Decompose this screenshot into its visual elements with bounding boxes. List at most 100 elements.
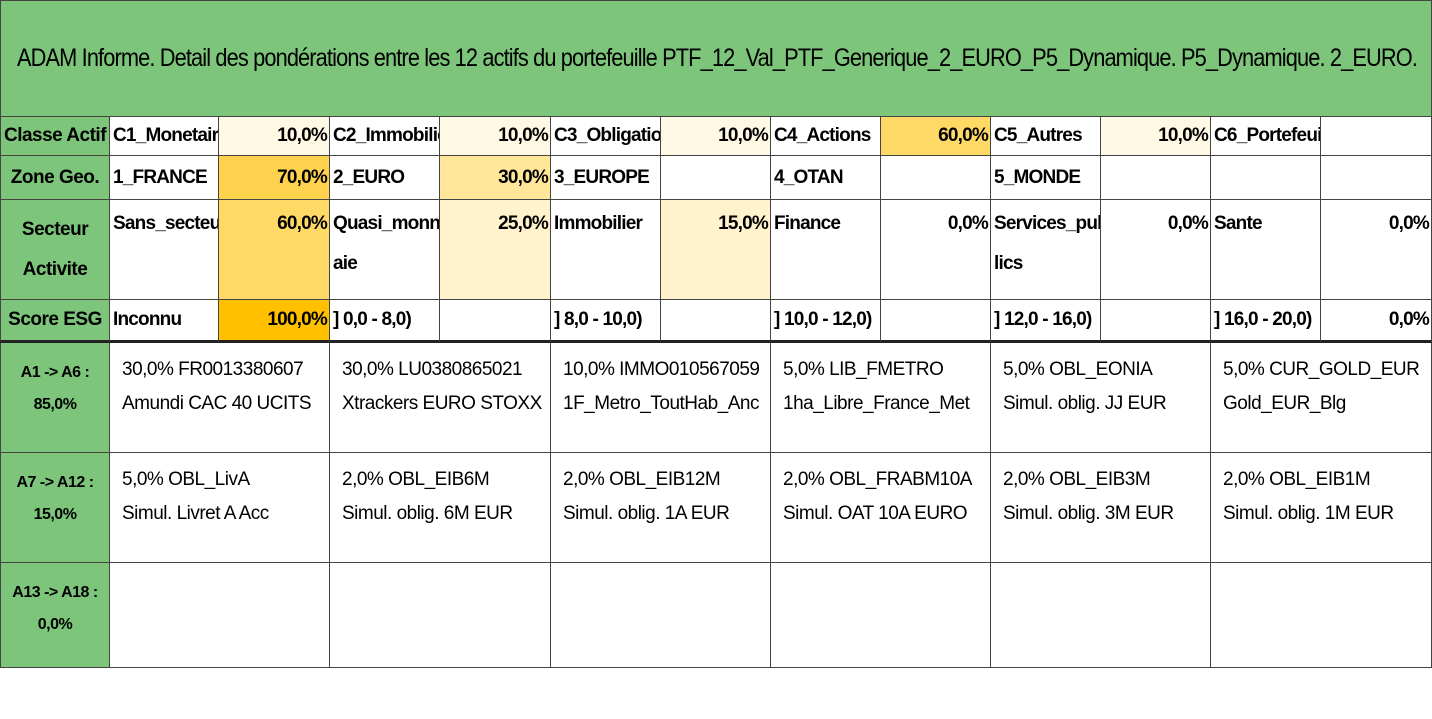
weight-value-text: 10,0% bbox=[277, 125, 328, 146]
row-header-label: Activite bbox=[22, 258, 88, 280]
asset-name: Gold_EUR_Blg bbox=[1223, 393, 1346, 414]
asset-name: Simul. oblig. 1M EUR bbox=[1223, 503, 1394, 524]
category-label-line: Finance bbox=[774, 213, 841, 234]
category-label: Inconnu bbox=[110, 300, 219, 343]
weight-value: 15,0% bbox=[661, 200, 771, 300]
weight-value-text: 0,0% bbox=[1167, 213, 1209, 234]
category-label-text: C1_Monetaire bbox=[113, 125, 219, 146]
table-row: Zone Geo. 1_FRANCE 70,0% 2_EURO 30,0% 3_EUROP… bbox=[0, 156, 1432, 200]
category-label-text: 5_MONDE bbox=[994, 166, 1081, 188]
report-title-text: ADAM Informe. Detail des pondérations en… bbox=[17, 44, 1418, 72]
weight-value-text: 15,0% bbox=[718, 213, 769, 234]
table-row: A1 -> A6 : 85,0% 30,0% FR0013380607 Amundi … bbox=[0, 343, 1432, 453]
weight-value: 0,0% bbox=[1101, 200, 1211, 300]
category-label-text: 1_FRANCE bbox=[113, 166, 208, 188]
table-row: Score ESG Inconnu 100,0%] 0,0 - 8,0)] 8,0 … bbox=[0, 300, 1432, 343]
weight-value-text: 60,0% bbox=[277, 213, 328, 234]
asset-weight-code: 30,0% LU0380865021 bbox=[342, 359, 523, 380]
category-label-text: C2_Immobilier bbox=[333, 125, 439, 146]
asset-group-header: A7 -> A12 : 15,0% bbox=[0, 453, 110, 563]
category-label: 1_FRANCE bbox=[110, 156, 219, 200]
asset-group-range: A13 -> A18 : bbox=[12, 584, 98, 601]
weight-value-text: 0,0% bbox=[1388, 309, 1430, 330]
weight-value: 60,0% bbox=[881, 117, 991, 156]
weight-value: 10,0% bbox=[440, 117, 551, 156]
asset-group-total: 0,0% bbox=[37, 616, 73, 633]
asset-group-range: A7 -> A12 : bbox=[16, 474, 94, 491]
category-label: C4_Actions bbox=[771, 117, 881, 156]
weight-value: 30,0% bbox=[440, 156, 551, 200]
weight-value-text: 100,0% bbox=[267, 309, 327, 330]
weight-value: 10,0% bbox=[661, 117, 771, 156]
weight-value: 60,0% bbox=[219, 200, 330, 300]
row-header-label: Secteur bbox=[21, 218, 89, 240]
category-label: C3_Obligations bbox=[551, 117, 661, 156]
asset-weight-code: 2,0% OBL_EIB1M bbox=[1223, 469, 1371, 490]
weight-value-text: 70,0% bbox=[277, 166, 328, 188]
category-label: Sans_secteur bbox=[110, 200, 219, 300]
report-title: ADAM Informe. Detail des pondérations en… bbox=[0, 0, 1432, 117]
asset-name: 1ha_Libre_France_Met bbox=[783, 393, 970, 414]
category-label-line: Quasi_monn bbox=[333, 213, 440, 234]
asset-cell: 5,0% OBL_EONIA Simul. oblig. JJ EUR bbox=[991, 343, 1211, 453]
weight-value: 10,0% bbox=[1101, 117, 1211, 156]
category-label: Services_pub lics bbox=[991, 200, 1101, 300]
asset-group-total: 15,0% bbox=[33, 506, 77, 523]
asset-weight-code: 5,0% CUR_GOLD_EUR bbox=[1223, 359, 1420, 380]
asset-name: Simul. oblig. 3M EUR bbox=[1003, 503, 1174, 524]
category-label-text: C6_Portefeuill bbox=[1214, 125, 1321, 146]
category-label-text: 4_OTAN bbox=[774, 166, 844, 188]
asset-cell: 2,0% OBL_EIB3M Simul. oblig. 3M EUR bbox=[991, 453, 1211, 563]
category-label: 2_EURO bbox=[330, 156, 440, 200]
category-label: Immobilier bbox=[551, 200, 661, 300]
category-label-text: Inconnu bbox=[113, 309, 182, 330]
asset-cell bbox=[771, 563, 991, 668]
asset-name: Simul. OAT 10A EURO bbox=[783, 503, 968, 524]
category-label: C6_Portefeuill bbox=[1211, 117, 1321, 156]
weight-value: 25,0% bbox=[440, 200, 551, 300]
asset-group-total: 85,0% bbox=[33, 396, 77, 413]
asset-name: Simul. oblig. 6M EUR bbox=[342, 503, 513, 524]
category-label-line: Sante bbox=[1214, 213, 1263, 234]
weight-value-text: 60,0% bbox=[938, 125, 989, 146]
row-header-label: Classe Actif bbox=[3, 125, 107, 146]
asset-cell: 30,0% LU0380865021 Xtrackers EURO STOXX bbox=[330, 343, 551, 453]
asset-name: Simul. oblig. JJ EUR bbox=[1003, 393, 1167, 414]
category-label: Sante bbox=[1211, 200, 1321, 300]
weight-value-text: 10,0% bbox=[1158, 125, 1209, 146]
asset-weight-code: 10,0% IMMO010567059 bbox=[563, 359, 760, 380]
asset-name: Xtrackers EURO STOXX bbox=[342, 393, 542, 414]
category-label-text: C4_Actions bbox=[774, 125, 871, 146]
category-label: 5_MONDE bbox=[991, 156, 1101, 200]
weight-value bbox=[1101, 300, 1211, 343]
category-label: ] 10,0 - 12,0) bbox=[771, 300, 881, 343]
category-label-text: 3_EUROPE bbox=[554, 166, 650, 188]
weight-value-text: 25,0% bbox=[498, 213, 549, 234]
weight-value: 70,0% bbox=[219, 156, 330, 200]
weight-value-text: 10,0% bbox=[718, 125, 769, 146]
weight-value-text: 0,0% bbox=[1388, 213, 1430, 234]
category-label-text: ] 8,0 - 10,0) bbox=[554, 309, 643, 330]
category-label-text: ] 12,0 - 16,0) bbox=[994, 309, 1092, 330]
asset-weight-code: 5,0% OBL_LivA bbox=[122, 469, 250, 490]
category-label-line: Services_pub bbox=[994, 213, 1101, 234]
category-label-line: aie bbox=[333, 253, 358, 274]
asset-cell bbox=[551, 563, 771, 668]
weight-value bbox=[1101, 156, 1211, 200]
category-label-text: 2_EURO bbox=[333, 166, 405, 188]
asset-cell: 2,0% OBL_EIB12M Simul. oblig. 1A EUR bbox=[551, 453, 771, 563]
category-label: Finance bbox=[771, 200, 881, 300]
category-label bbox=[1211, 156, 1321, 200]
asset-cell bbox=[110, 563, 330, 668]
category-label: C2_Immobilier bbox=[330, 117, 440, 156]
category-label: C5_Autres bbox=[991, 117, 1101, 156]
asset-cell bbox=[1211, 563, 1432, 668]
category-label: ] 12,0 - 16,0) bbox=[991, 300, 1101, 343]
table-row: A7 -> A12 : 15,0% 5,0% OBL_LivA Simul. Livr… bbox=[0, 453, 1432, 563]
asset-cell: 5,0% CUR_GOLD_EUR Gold_EUR_Blg bbox=[1211, 343, 1432, 453]
asset-cell: 30,0% FR0013380607 Amundi CAC 40 UCITS bbox=[110, 343, 330, 453]
weight-value: 10,0% bbox=[219, 117, 330, 156]
category-label: 4_OTAN bbox=[771, 156, 881, 200]
row-header: Score ESG bbox=[0, 300, 110, 343]
